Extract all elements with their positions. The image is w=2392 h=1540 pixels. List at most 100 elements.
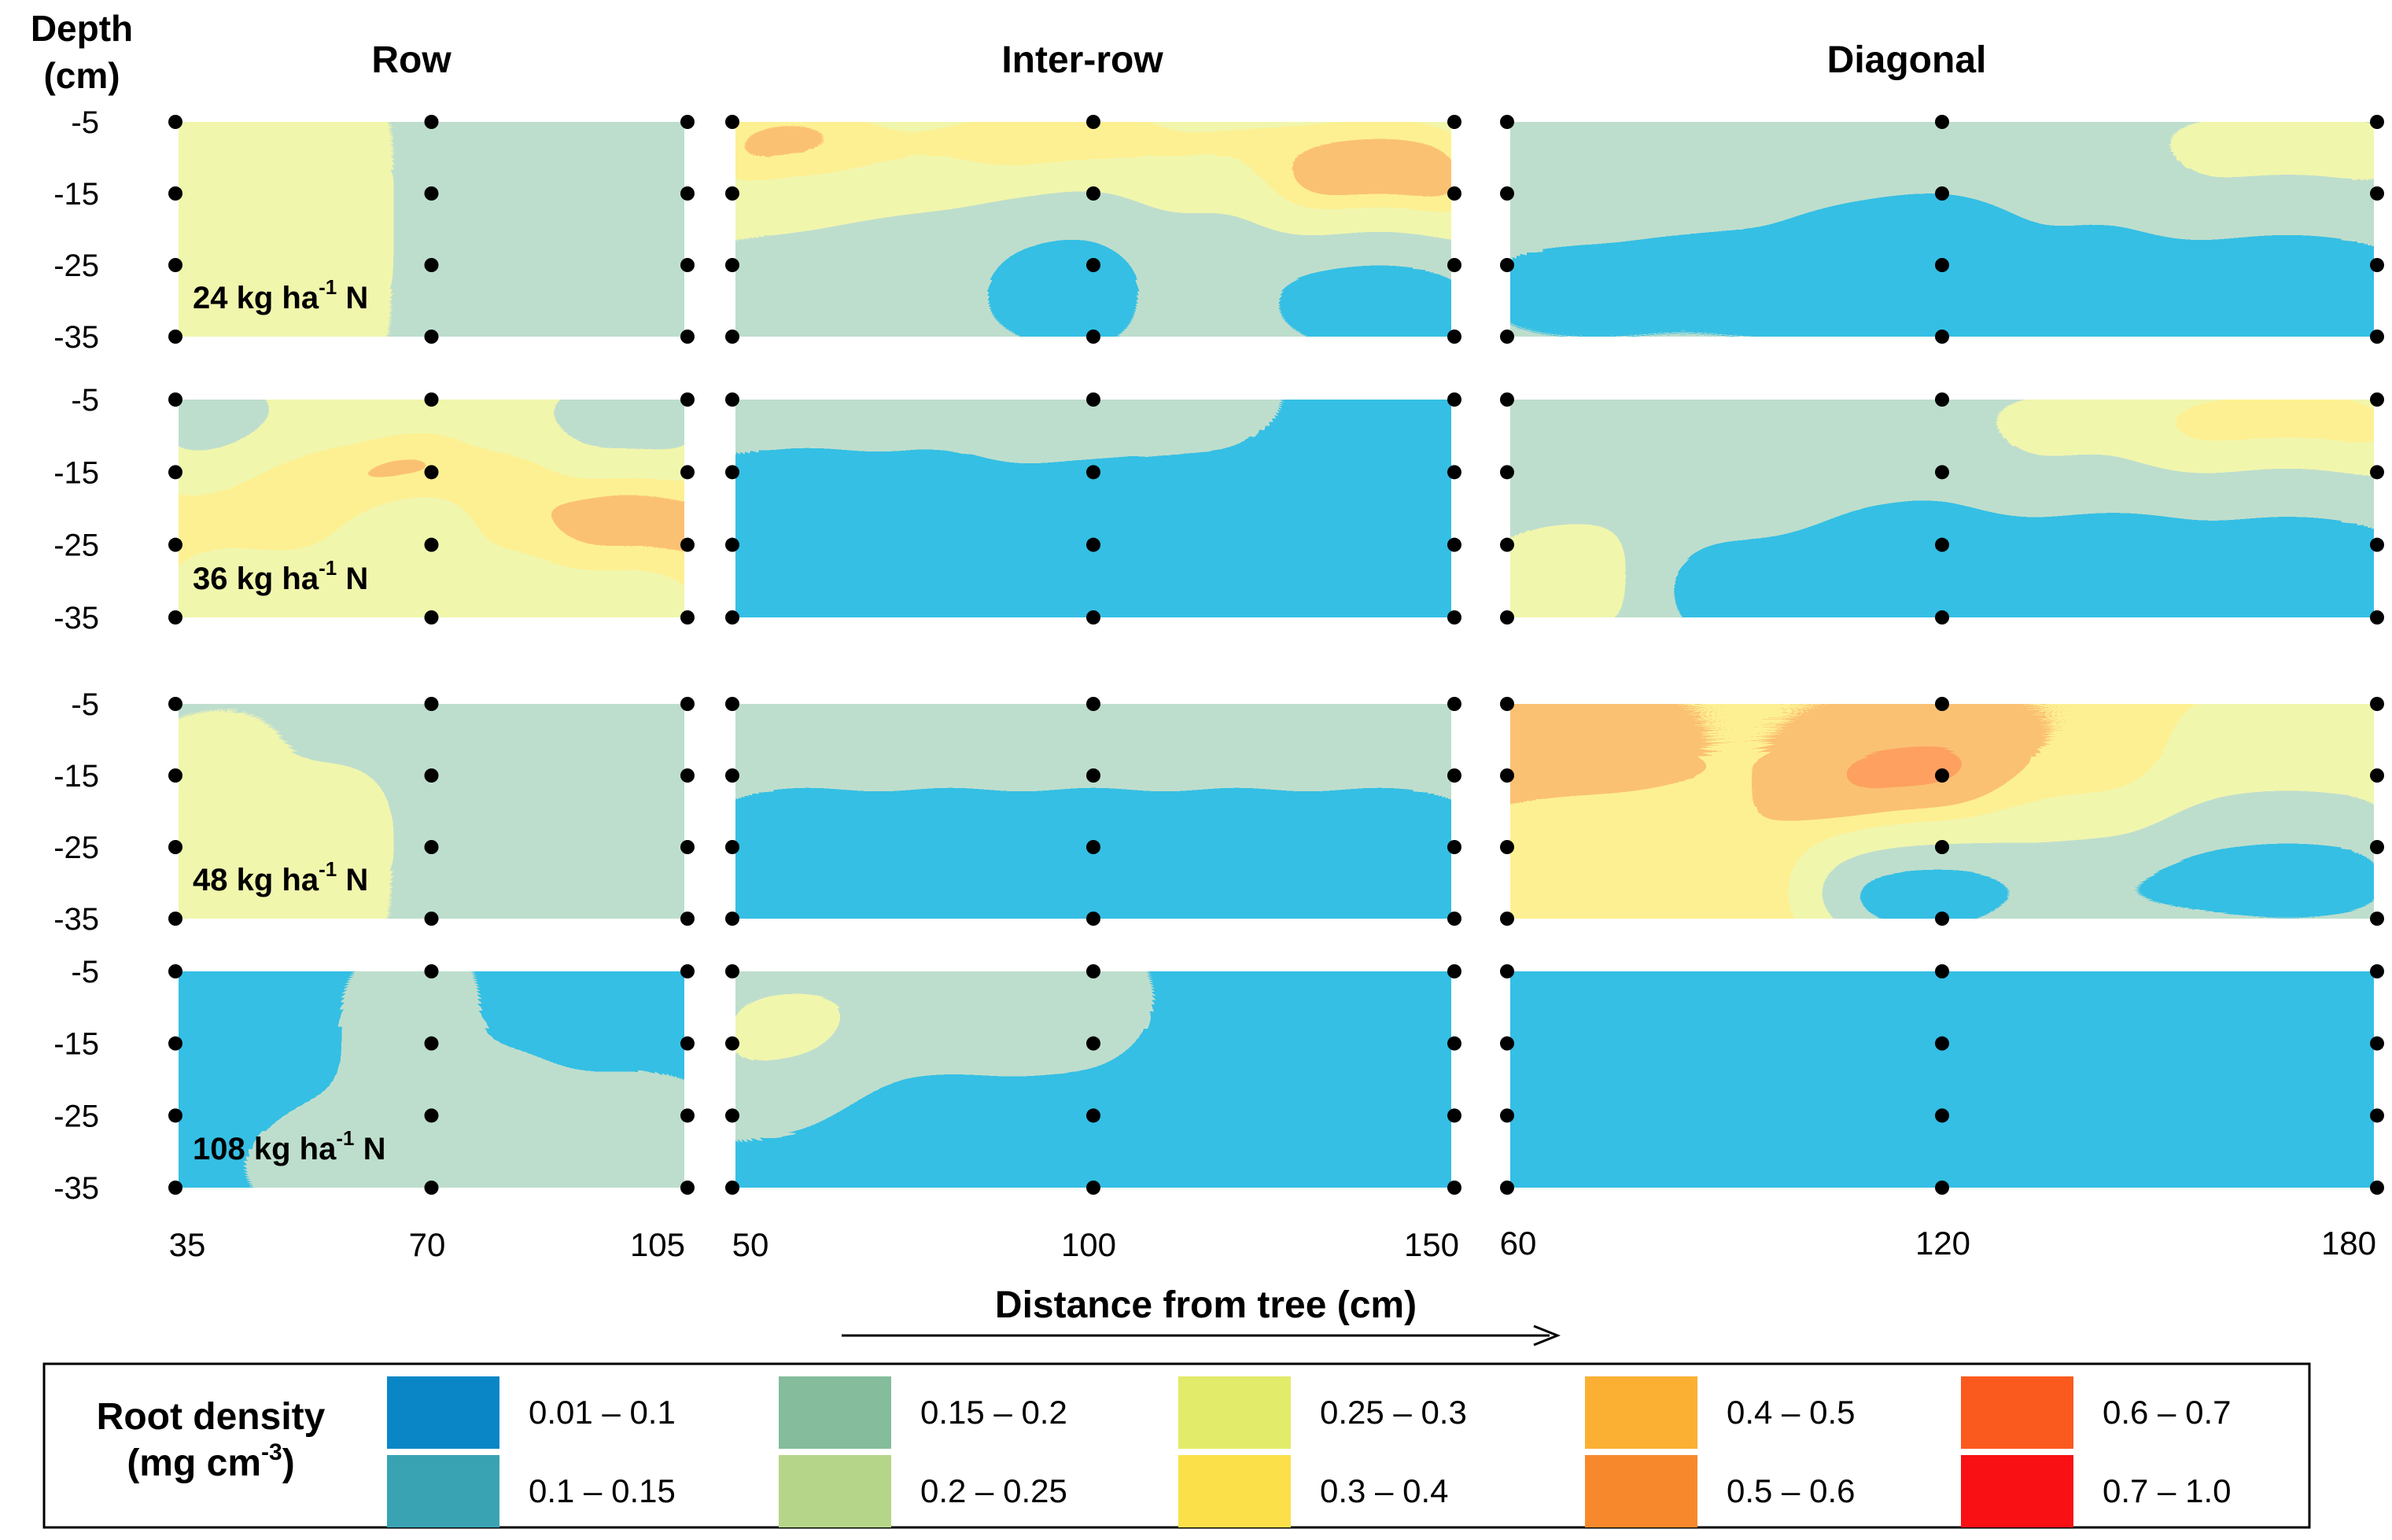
legend-swatch <box>779 1455 891 1527</box>
nitrogen-rate-labels: 24 kg ha-1 N 36 kg ha-1 N 48 kg ha-1 N 108 … <box>193 275 385 1166</box>
sample-point <box>1447 115 1461 129</box>
sample-point <box>1086 912 1100 926</box>
distance-tick-labels: 35 70 105 50 100 150 60 120 180 <box>169 1225 2376 1263</box>
sample-point <box>1086 330 1100 344</box>
sample-point <box>680 1036 695 1051</box>
x-tick-inter-row-150: 150 <box>1404 1226 1459 1263</box>
sample-point <box>424 1108 439 1123</box>
sample-point <box>1447 610 1461 624</box>
sample-point <box>2370 1108 2384 1123</box>
sample-point <box>1086 840 1100 854</box>
legend-label: 0.25 – 0.3 <box>1320 1394 1467 1431</box>
sample-point <box>424 537 439 552</box>
x-tick-diagonal-60: 60 <box>1500 1225 1537 1262</box>
sample-point <box>1935 392 1949 407</box>
legend-swatch <box>387 1455 499 1527</box>
depth-tick: -15 <box>53 759 99 794</box>
legend-swatch <box>1585 1455 1697 1527</box>
contour-panel-108n-row <box>179 971 684 1188</box>
sample-point <box>1935 537 1949 552</box>
sample-point <box>1086 465 1100 480</box>
sample-point <box>680 768 695 783</box>
sample-point <box>1447 768 1461 783</box>
sample-point <box>424 768 439 783</box>
depth-tick: -5 <box>71 383 99 418</box>
sample-point <box>1500 697 1514 711</box>
sample-point <box>725 115 739 129</box>
depth-axis-unit: (cm) <box>43 55 120 96</box>
sample-point <box>1935 1036 1949 1051</box>
sample-point <box>725 1108 739 1123</box>
legend-swatch <box>387 1376 499 1449</box>
sample-point <box>725 697 739 711</box>
sample-point <box>2370 115 2384 129</box>
distance-arrow <box>842 1324 1561 1347</box>
sample-point <box>2370 610 2384 624</box>
sample-point <box>424 1181 439 1195</box>
sample-point <box>168 258 182 272</box>
sample-point <box>1500 330 1514 344</box>
depth-tick: -5 <box>71 955 99 989</box>
depth-tick: -25 <box>53 249 99 283</box>
contour-panel-108n-inter-row <box>735 971 1451 1188</box>
sample-point <box>1935 258 1949 272</box>
legend-swatch <box>1961 1376 2073 1449</box>
sample-point <box>1447 840 1461 854</box>
sample-point <box>1086 610 1100 624</box>
sample-point <box>680 115 695 129</box>
sample-point <box>2370 912 2384 926</box>
sample-point <box>424 840 439 854</box>
sample-point <box>1447 258 1461 272</box>
depth-axis-title: Depth <box>31 8 133 49</box>
contour-panel-48n-row <box>179 704 684 919</box>
sample-point <box>1500 1036 1514 1051</box>
sample-point <box>680 258 695 272</box>
depth-tick: -5 <box>71 687 99 722</box>
sample-point <box>1086 115 1100 129</box>
sample-point <box>1500 768 1514 783</box>
sample-point <box>1086 964 1100 978</box>
sample-point <box>1935 186 1949 201</box>
sample-point <box>168 912 182 926</box>
sample-point <box>168 115 182 129</box>
sample-point <box>1086 768 1100 783</box>
x-axis-title: Distance from tree (cm) <box>995 1284 1417 1326</box>
x-tick-row-35: 35 <box>169 1226 206 1263</box>
sample-point <box>1086 392 1100 407</box>
contour-panel-36n-row <box>179 400 684 617</box>
depth-tick: -15 <box>53 1027 99 1062</box>
sample-point <box>725 840 739 854</box>
sample-point <box>424 697 439 711</box>
sample-point <box>168 1108 182 1123</box>
legend-swatch <box>1585 1376 1697 1449</box>
sample-point <box>1935 1181 1949 1195</box>
sample-point <box>725 964 739 978</box>
contour-panel-24n-diagonal <box>1510 122 2374 337</box>
legend-title: Root density <box>97 1396 326 1438</box>
sample-point <box>2370 186 2384 201</box>
column-title-row: Row <box>371 39 451 81</box>
sample-point <box>1500 912 1514 926</box>
sample-point <box>2370 465 2384 480</box>
sample-point <box>2370 840 2384 854</box>
legend-label: 0.2 – 0.25 <box>920 1472 1067 1509</box>
sample-point <box>424 115 439 129</box>
sample-point <box>725 1036 739 1051</box>
legend-label: 0.1 – 0.15 <box>529 1472 676 1509</box>
sample-point <box>680 697 695 711</box>
sample-point <box>1086 258 1100 272</box>
sample-point <box>1500 465 1514 480</box>
sample-point <box>725 186 739 201</box>
depth-tick: -25 <box>53 529 99 563</box>
sample-point <box>1935 115 1949 129</box>
sample-point <box>424 964 439 978</box>
sample-point <box>680 186 695 201</box>
sample-point <box>680 465 695 480</box>
column-title-inter-row: Inter-row <box>1001 39 1163 81</box>
legend-swatch <box>1178 1455 1291 1527</box>
sample-point <box>424 392 439 407</box>
rate-label-24n: 24 kg ha-1 N <box>193 275 368 315</box>
sample-point <box>168 1181 182 1195</box>
sample-point <box>680 964 695 978</box>
sample-point <box>168 1036 182 1051</box>
